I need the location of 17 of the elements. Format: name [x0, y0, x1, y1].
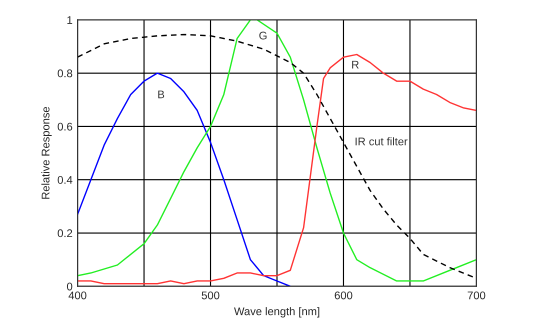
y-tick-label: 0.6: [58, 122, 72, 131]
series-label: IR cut filter: [356, 137, 408, 146]
y-tick-label: 0.8: [58, 69, 72, 78]
x-tick-label: 700: [468, 291, 486, 300]
line-series: [78, 72, 291, 286]
y-tick-label: 0.2: [58, 229, 72, 238]
series-label: G: [259, 32, 267, 40]
y-axis-title: Relative Response: [41, 106, 52, 199]
y-tick-label: 1: [67, 16, 72, 24]
x-axis-title: Wave length [nm]: [234, 307, 320, 318]
series-label: R: [352, 60, 359, 68]
x-tick-label: 400: [68, 291, 86, 300]
y-tick-label: 0: [66, 282, 72, 290]
x-tick-label: 600: [334, 291, 352, 300]
y-tick-label: 0.4: [58, 176, 72, 184]
series-label: B: [158, 90, 164, 98]
x-tick-label: 500: [202, 291, 220, 300]
